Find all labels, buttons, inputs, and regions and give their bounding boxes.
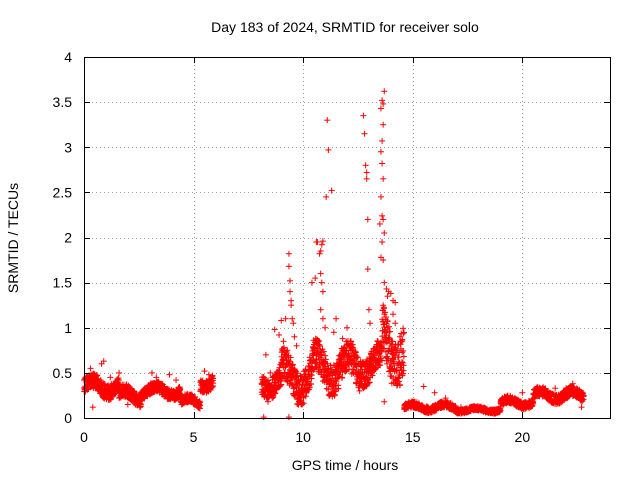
data-point [210,375,217,382]
data-point [264,398,271,405]
x-tick-label: 0 [80,429,88,445]
y-axis-label: SRMTID / TECUs [5,183,21,293]
x-tick-label: 15 [405,429,421,445]
y-tick-label: 3.5 [53,94,73,110]
y-tick-label: 1 [64,320,72,336]
y-tick-label: 2.5 [53,184,73,200]
data-point [197,399,204,406]
y-tick-label: 2 [64,230,72,246]
x-tick-label: 10 [295,429,311,445]
data-point [107,396,114,403]
data-point [209,384,216,391]
data-point [272,390,279,397]
grid-lines [84,57,610,418]
data-points [81,88,587,421]
y-tick-label: 0 [64,410,72,426]
data-point [136,404,143,411]
data-point [177,386,184,393]
data-point [196,405,203,412]
y-tick-label: 0.5 [53,365,73,381]
y-tick-label: 3 [64,139,72,155]
y-tick-label: 1.5 [53,275,73,291]
data-point [209,372,216,379]
x-tick-label: 20 [515,429,531,445]
y-tick-label: 4 [64,49,72,65]
x-axis-label: GPS time / hours [292,457,399,473]
chart-title: Day 183 of 2024, SRMTID for receiver sol… [211,19,479,35]
x-tick-label: 5 [190,429,198,445]
